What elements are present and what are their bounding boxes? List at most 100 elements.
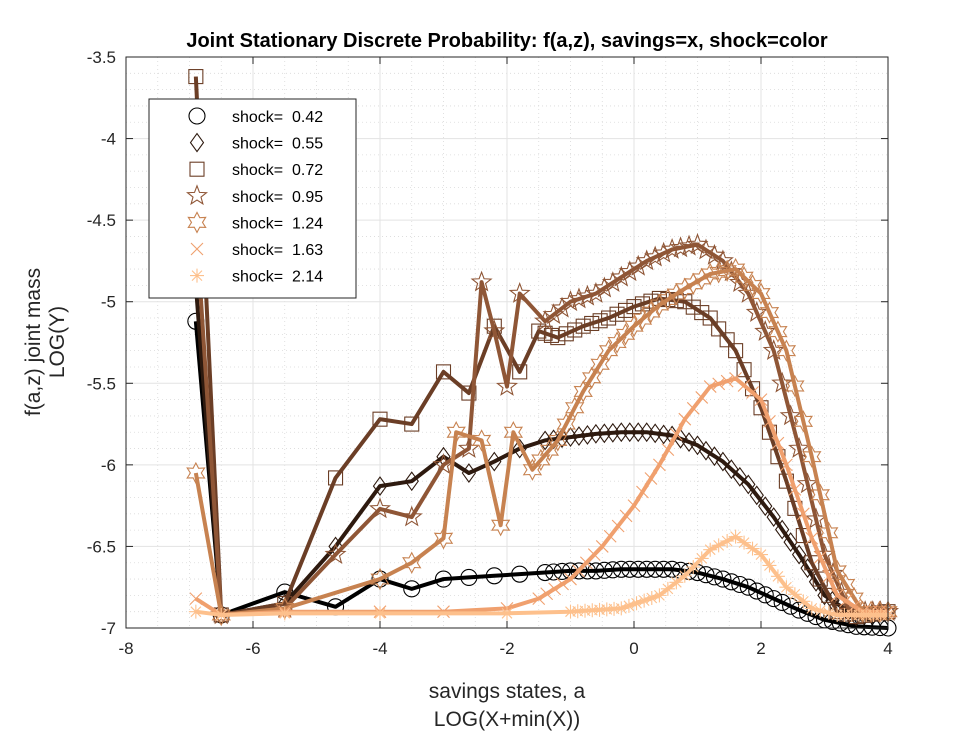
- data-point: [598, 339, 619, 362]
- data-point: [754, 393, 768, 406]
- data-point: [729, 372, 742, 385]
- series-line: [193, 267, 888, 617]
- series-line: [193, 76, 889, 619]
- data-point: [694, 238, 717, 260]
- data-point: [796, 472, 819, 494]
- data-point: [641, 300, 661, 324]
- data-point: [732, 466, 748, 487]
- data-point: [822, 569, 836, 583]
- legend-item: shock= 0.42: [188, 107, 323, 126]
- data-point: [805, 531, 819, 545]
- data-point: [584, 281, 607, 303]
- data-point: [567, 287, 590, 309]
- data-point: [580, 425, 595, 445]
- data-point: [719, 332, 735, 348]
- data-point: [771, 371, 794, 393]
- data-point: [593, 276, 616, 298]
- x-tick-label: 0: [629, 639, 638, 658]
- data-point: [722, 573, 740, 591]
- data-point: [791, 544, 807, 565]
- data-point: [186, 461, 206, 485]
- data-point: [837, 607, 852, 622]
- data-point: [758, 496, 773, 517]
- data-point: [717, 259, 737, 282]
- data-point: [690, 435, 705, 456]
- data-point: [434, 570, 453, 588]
- data-point: [511, 565, 529, 583]
- data-point: [610, 265, 633, 287]
- data-point: [370, 567, 390, 591]
- data-point: [433, 527, 454, 550]
- data-point: [537, 325, 553, 341]
- data-point: [694, 551, 709, 566]
- data-point: [368, 497, 392, 519]
- data-point: [762, 339, 785, 361]
- data-point: [570, 604, 585, 619]
- y-tick-label: -6: [101, 456, 116, 475]
- legend-label: shock= 0.95: [232, 189, 323, 206]
- data-point: [595, 540, 609, 553]
- data-point: [508, 281, 531, 303]
- data-point: [649, 293, 670, 317]
- legend-label: shock= 0.42: [232, 109, 323, 126]
- data-point: [636, 485, 649, 499]
- legend-label: shock= 0.55: [232, 136, 323, 153]
- data-point: [780, 458, 793, 472]
- data-point: [653, 458, 666, 472]
- data-point: [638, 560, 656, 578]
- data-point: [698, 440, 714, 461]
- data-point: [601, 310, 617, 326]
- x-tick-label: 2: [756, 639, 765, 658]
- data-point: [585, 603, 600, 618]
- data-point: [835, 573, 856, 596]
- data-point: [614, 601, 629, 616]
- data-point: [736, 362, 752, 378]
- data-point: [787, 587, 802, 602]
- data-point: [372, 476, 388, 497]
- data-point: [685, 299, 701, 315]
- data-point: [810, 483, 830, 506]
- data-point: [400, 505, 423, 527]
- y-tick-label: -6.5: [87, 537, 116, 556]
- data-point: [711, 538, 726, 553]
- data-point: [707, 446, 722, 467]
- data-point: [715, 451, 731, 472]
- data-point: [553, 562, 571, 580]
- legend-marker: [189, 161, 205, 177]
- data-point: [503, 421, 524, 444]
- data-point: [677, 568, 692, 583]
- data-point: [512, 438, 527, 459]
- data-point: [599, 602, 614, 617]
- data-point: [711, 321, 727, 337]
- data-point: [754, 320, 777, 341]
- data-point: [763, 414, 776, 428]
- data-point: [745, 541, 760, 556]
- data-point: [563, 604, 578, 619]
- data-point: [768, 320, 788, 343]
- legend: shock= 0.42 shock= 0.55 shock= 0.72 shock= …: [148, 98, 357, 299]
- data-point: [652, 588, 667, 603]
- data-point: [189, 592, 203, 606]
- legend-box: [148, 98, 357, 299]
- legend-label: shock= 1.24: [232, 215, 323, 232]
- data-point: [607, 601, 622, 616]
- data-point: [644, 590, 659, 605]
- data-point: [327, 470, 344, 486]
- data-point: [660, 581, 675, 596]
- x-tick-label: 4: [883, 639, 892, 658]
- y-tick-label: -5: [101, 293, 116, 312]
- data-point: [830, 607, 845, 622]
- data-point: [559, 290, 582, 312]
- data-point: [542, 303, 565, 325]
- data-point: [548, 582, 562, 596]
- data-point: [531, 323, 547, 339]
- data-point: [646, 560, 664, 578]
- data-point: [402, 551, 422, 574]
- data-point: [404, 416, 420, 432]
- data-point: [584, 315, 600, 332]
- data-point: [765, 590, 783, 608]
- data-point: [669, 428, 683, 441]
- data-point: [686, 560, 701, 575]
- data-point: [618, 260, 641, 282]
- legend-item: shock= 1.63: [190, 242, 323, 259]
